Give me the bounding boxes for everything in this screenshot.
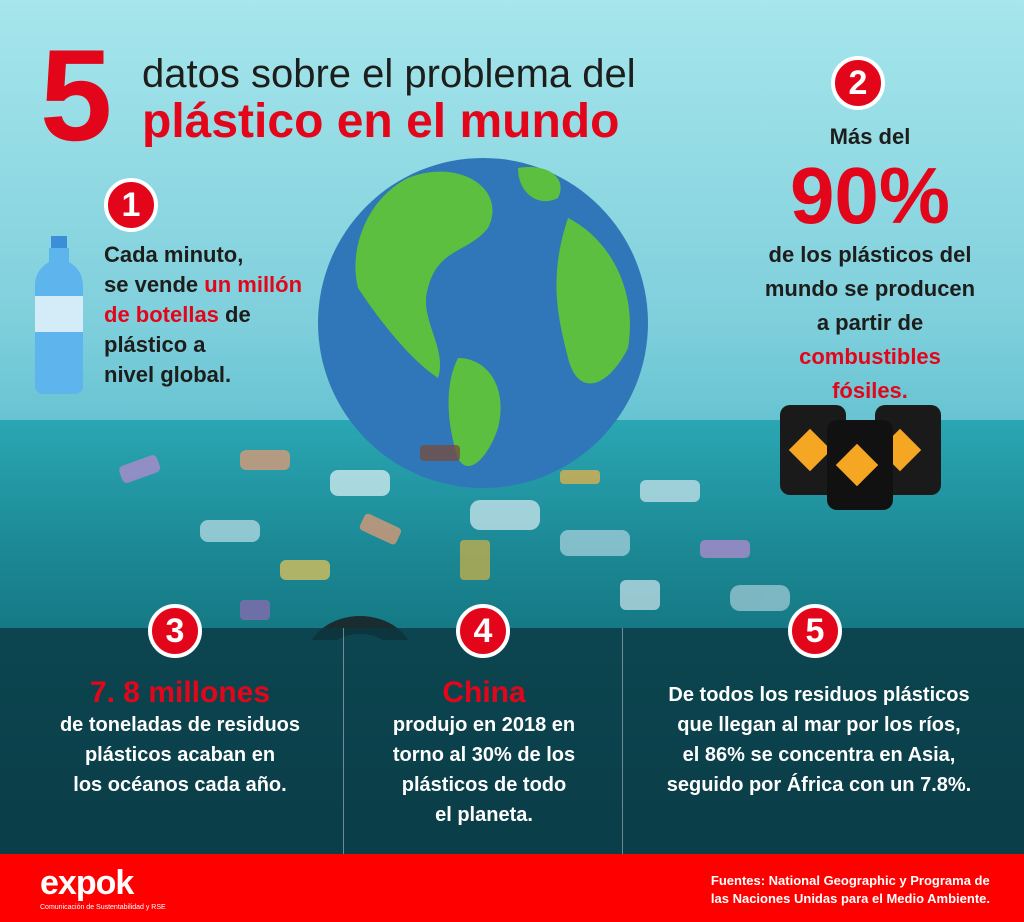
text-segment: plástico a	[104, 332, 206, 357]
sources-text: Fuentes: National Geographic y Programa …	[711, 872, 990, 908]
sources-line-2: las Naciones Unidas para el Medio Ambien…	[710, 891, 990, 906]
text-segment: De todos los residuos plásticos	[668, 684, 970, 706]
fact-2-body: de los plásticos del mundo se producen a p…	[730, 238, 1010, 408]
water-bottle-icon	[35, 236, 83, 394]
text-line: de toneladas de residuos	[20, 710, 340, 740]
footer: expok Comunicación de Sustentabilidad y …	[0, 854, 1024, 922]
highlight-text: 86%	[704, 744, 745, 766]
divider	[622, 628, 623, 854]
fact-4-badge: 4	[456, 604, 510, 658]
text-line: combustibles	[730, 340, 1010, 374]
title-number: 5	[40, 22, 112, 168]
plastic-waste-illustration	[119, 445, 790, 640]
fact-4-body: produjo en 2018 en torno al 30% de los plá…	[346, 710, 622, 830]
text-line: el 86% se concentra en Asia,	[624, 740, 1014, 770]
fact-2-text: Más del 90% de los plásticos del mundo se…	[730, 120, 1010, 408]
text-segment: de los	[511, 744, 576, 766]
text-segment: seguido por África con un	[666, 774, 921, 796]
text-segment: mundo se producen	[764, 276, 976, 301]
text-line: de botellas de	[104, 300, 302, 330]
fact-5-text: De todos los residuos plásticos que llega…	[624, 680, 1014, 800]
highlight-text: 7.8%.	[920, 774, 972, 796]
text-segment: los océanos cada año.	[73, 774, 287, 796]
highlight-text: combustibles	[799, 344, 941, 369]
expok-logo[interactable]: expok	[40, 864, 134, 902]
fact-3-headline: 7. 8 millones	[89, 676, 271, 709]
text-line: que llegan al mar por los ríos,	[624, 710, 1014, 740]
bottom-facts-panel	[0, 628, 1024, 854]
fact-3-text: 7. 8 millones de toneladas de residuos pl…	[20, 676, 340, 800]
oil-barrel-icon	[780, 405, 941, 510]
highlight-text: fósiles.	[832, 378, 908, 403]
text-segment: produjo en 2018 en	[392, 714, 576, 736]
text-segment: de los plásticos del	[768, 242, 972, 267]
fact-5-badge: 5	[788, 604, 842, 658]
earth-globe-illustration	[318, 158, 648, 488]
text-segment: Cada minuto,	[104, 242, 244, 267]
highlight-text: un millón	[204, 272, 303, 297]
text-segment: plásticos acaban en	[84, 744, 276, 766]
text-line: el planeta.	[346, 800, 622, 830]
text-line: plástico a	[104, 330, 302, 360]
text-line: los océanos cada año.	[20, 770, 340, 800]
text-line: a partir de	[730, 306, 1010, 340]
fact-1-text: Cada minuto, se vende un millón de botella…	[104, 240, 302, 390]
highlight-text: de botellas	[104, 302, 219, 327]
fact-3-badge: 3	[148, 604, 202, 658]
highlight-text: 30%	[471, 744, 512, 766]
logo-tagline: Comunicación de Sustentabilidad y RSE	[40, 904, 166, 911]
text-line: fósiles.	[730, 374, 1010, 408]
text-segment: torno al	[392, 744, 472, 766]
text-line: produjo en 2018 en	[346, 710, 622, 740]
text-line: nivel global.	[104, 360, 302, 390]
fact-2-percentage: 90%	[789, 151, 951, 240]
text-line: plásticos de todo	[346, 770, 622, 800]
text-segment: se vende	[104, 272, 205, 297]
fact-4-text: China produjo en 2018 en torno al 30% de …	[346, 676, 622, 830]
text-segment: plásticos de todo	[401, 774, 567, 796]
sources-line-1: Fuentes: National Geographic y Programa …	[710, 873, 990, 888]
text-line: mundo se producen	[730, 272, 1010, 306]
fact-2-intro: Más del	[829, 124, 911, 149]
fact-4-headline: China	[442, 676, 526, 709]
fact-1-badge: 1	[104, 178, 158, 232]
text-line: seguido por África con un 7.8%.	[624, 770, 1014, 800]
text-segment: de toneladas de residuos	[59, 714, 301, 736]
fact-2-badge: 2	[831, 56, 885, 110]
text-line: de los plásticos del	[730, 238, 1010, 272]
text-segment: que llegan al mar por los ríos,	[677, 714, 961, 736]
text-line: se vende un millón	[104, 270, 302, 300]
title-line-2: plástico en el mundo	[142, 95, 620, 148]
text-segment: de	[218, 302, 251, 327]
divider	[343, 628, 344, 854]
text-line: De todos los residuos plásticos	[624, 680, 1014, 710]
text-line: torno al 30% de los	[346, 740, 622, 770]
text-segment: el planeta.	[435, 804, 533, 826]
text-segment: se concentra en Asia,	[744, 744, 956, 766]
text-segment: a partir de	[816, 310, 924, 335]
text-line: Cada minuto,	[104, 240, 302, 270]
fact-3-body: de toneladas de residuos plásticos acaban…	[20, 710, 340, 800]
text-segment: nivel global.	[104, 362, 232, 387]
title-line-1: datos sobre el problema del	[142, 52, 636, 96]
text-segment: el	[682, 744, 705, 766]
text-line: plásticos acaban en	[20, 740, 340, 770]
